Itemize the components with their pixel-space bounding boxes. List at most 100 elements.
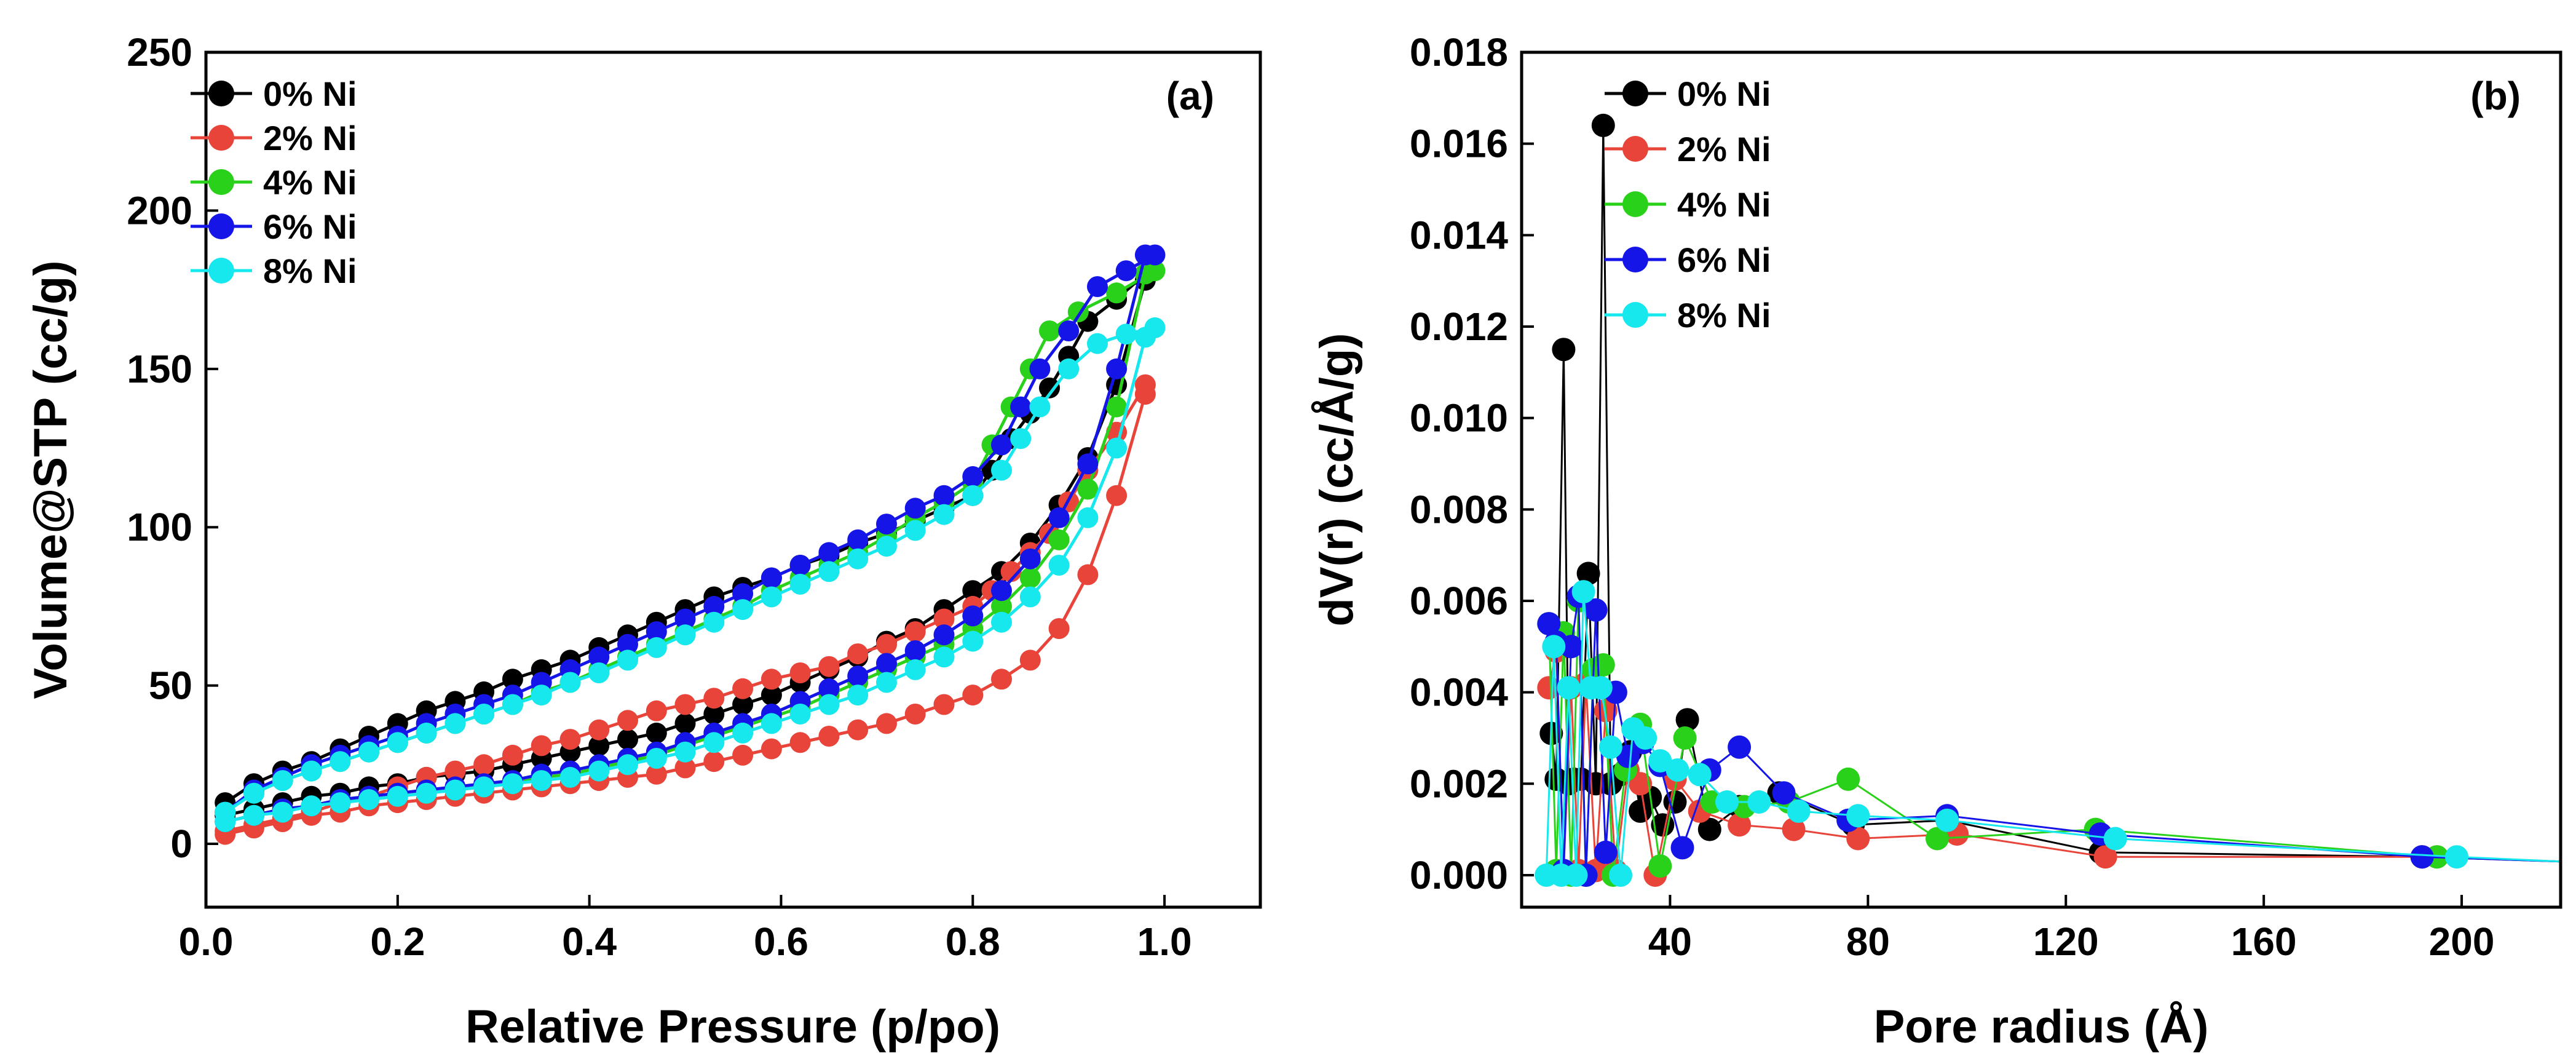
panel-a-data-point xyxy=(1087,333,1108,354)
panel-a-data-point xyxy=(991,459,1012,481)
panel-a-data-point xyxy=(588,646,610,668)
panel-b-data-point xyxy=(2445,845,2468,869)
panel-a-data-point xyxy=(847,548,869,570)
panel-a-data-point xyxy=(674,713,696,734)
panel-a-data-point xyxy=(789,704,811,725)
panel-a-y-tick-label: 100 xyxy=(127,505,192,549)
panel-a-data-point xyxy=(358,741,379,763)
panel-b-data-point xyxy=(1629,772,1653,796)
panel-a-data-point xyxy=(789,732,811,753)
panel-a-data-point xyxy=(588,735,610,756)
panel-b-data-point xyxy=(1747,790,1771,814)
panel-a-data-point xyxy=(559,766,581,788)
panel-a-data-point xyxy=(646,722,667,744)
panel-b-legend-marker xyxy=(1622,81,1648,106)
panel-b-data-point xyxy=(1559,635,1583,659)
panel-a-data-point xyxy=(387,732,408,753)
panel-a-data-point xyxy=(215,801,236,823)
panel-a-data-point xyxy=(703,751,725,772)
panel-a-data-point xyxy=(732,599,754,621)
panel-a-y-tick-label: 0 xyxy=(170,822,192,866)
panel-b-data-point xyxy=(1576,562,1600,586)
panel-b-y-tick-label: 0.002 xyxy=(1410,761,1508,806)
panel-b-series-8-ni xyxy=(1535,580,2561,887)
panel-a-data-point xyxy=(933,646,955,668)
panel-a-data-point xyxy=(444,713,466,734)
panel-a-data-point xyxy=(847,665,869,687)
panel-b-data-point xyxy=(1648,749,1672,773)
panel-a-data-point xyxy=(588,719,610,740)
panel-b-legend-marker xyxy=(1622,302,1648,328)
panel-b-legend-item: 6% Ni xyxy=(1605,240,1771,279)
panel-a-legend-marker xyxy=(208,81,234,106)
panel-a-data-point xyxy=(904,621,926,643)
panel-a-data-point xyxy=(1106,485,1128,506)
panel-b-y-tick-label: 0.014 xyxy=(1410,213,1509,257)
panel-a-data-point xyxy=(933,485,955,506)
panel-a-data-point xyxy=(1048,529,1070,550)
panel-b-data-point xyxy=(1591,653,1615,677)
panel-a-x-tick-label: 0.2 xyxy=(370,919,425,964)
panel-a-y-tick-label: 200 xyxy=(127,188,192,232)
panel-a-label: (a) xyxy=(1166,74,1214,118)
panel-b-x-tick-label: 200 xyxy=(2429,919,2495,964)
panel-b-data-point xyxy=(1589,676,1613,700)
panel-a-x-axis-title: Relative Pressure (p/po) xyxy=(465,1001,1000,1053)
panel-a-data-point xyxy=(904,704,926,725)
panel-a-legend-label: 0% Ni xyxy=(263,74,357,113)
panel-b-legend-item: 8% Ni xyxy=(1605,296,1771,335)
panel-a-data-point xyxy=(1087,276,1108,297)
panel-a-data-point xyxy=(904,520,926,541)
panel-a-data-point xyxy=(818,561,840,582)
panel-a-data-point xyxy=(559,672,581,693)
panel-a-data-point xyxy=(904,640,926,661)
panel-a-x-tick-label: 0.6 xyxy=(754,919,808,964)
panel-a-data-point xyxy=(502,744,523,766)
panel-b-data-point xyxy=(1836,767,1860,791)
panel-b-data-point xyxy=(1591,113,1615,137)
panel-a-data-point xyxy=(818,726,840,747)
panel-a-data-point xyxy=(1115,324,1137,345)
panel-a-data-point xyxy=(531,770,552,792)
panel-a-data-point xyxy=(1048,507,1070,528)
panel-a-data-point xyxy=(1144,244,1166,266)
panel-a-data-point xyxy=(732,678,754,699)
panel-a-data-point xyxy=(962,630,984,652)
panel-a-data-point xyxy=(358,789,379,810)
panel-b-y-tick-label: 0.010 xyxy=(1410,396,1508,440)
panel-b-data-point xyxy=(1675,708,1699,732)
panel-a-data-point xyxy=(876,536,897,557)
panel-a-data-point xyxy=(962,466,984,487)
panel-b-legend-marker xyxy=(1622,247,1648,272)
panel-b-frame xyxy=(1520,50,2562,909)
panel-a-data-point xyxy=(617,710,638,731)
panel-a-data-point xyxy=(1144,260,1166,282)
panel-a-data-point xyxy=(1106,437,1128,459)
panel-a-data-point xyxy=(646,763,667,785)
panel-a-data-point xyxy=(991,611,1012,633)
panel-a-data-point xyxy=(1048,618,1070,639)
panel-a-data-point xyxy=(330,792,351,814)
panel-a-data-point xyxy=(588,760,610,782)
panel-a-y-axis-title: Volume@STP (cc/g) xyxy=(25,260,77,699)
panel-a-x-tick-label: 0.8 xyxy=(946,919,1000,964)
panel-b-legend-label: 4% Ni xyxy=(1677,185,1771,224)
panel-b-data-point xyxy=(1634,726,1657,750)
panel-b-x-tick-label: 80 xyxy=(1846,919,1890,964)
panel-a-data-point xyxy=(1019,586,1041,608)
panel-a-data-point xyxy=(703,688,725,709)
panel-b-data-point xyxy=(1670,836,1694,860)
panel-a-data-point xyxy=(1019,567,1041,589)
panel-a-data-point xyxy=(674,757,696,779)
panel-a-data-point xyxy=(1010,396,1032,418)
panel-b-ticks: 40 80 120 160 200 0.000 0.002 0.004 0.006 0.008 0.… xyxy=(1410,30,2495,964)
panel-b-data-point xyxy=(1537,612,1561,636)
panel-a-data-point xyxy=(789,662,811,683)
panel-a-data-point xyxy=(301,760,322,782)
panel-b-data-point xyxy=(1715,790,1739,814)
panel-b-pore-distribution: 40 80 120 160 200 0.000 0.002 0.004 0.006 0.008 0.… xyxy=(1311,30,2562,1053)
panel-a-series-8-ni xyxy=(215,317,1166,832)
panel-a-data-point xyxy=(962,605,984,627)
panel-a-data-point xyxy=(272,770,293,792)
